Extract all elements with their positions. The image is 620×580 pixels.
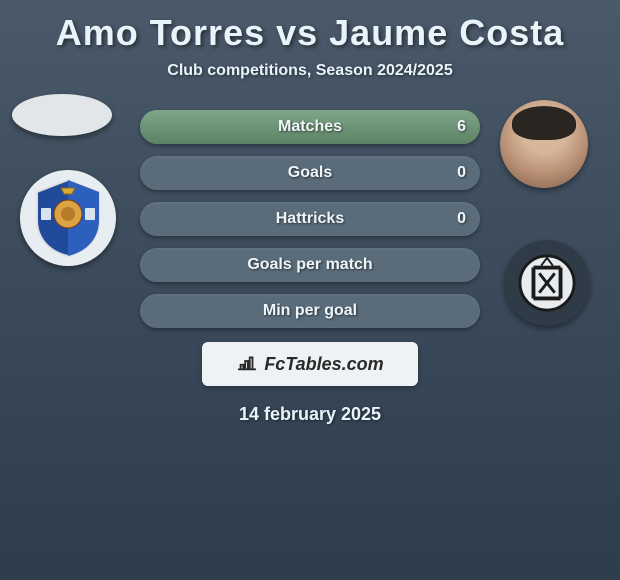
chart-icon — [236, 351, 258, 378]
player1-avatar — [12, 94, 112, 136]
brand-text: FcTables.com — [264, 354, 383, 375]
stat-label: Matches — [278, 118, 342, 136]
stat-row-min-per-goal: Min per goal — [140, 294, 480, 328]
stat-label: Min per goal — [263, 302, 357, 320]
stat-right-value: 0 — [457, 202, 466, 236]
page-title: Amo Torres vs Jaume Costa — [0, 0, 620, 54]
stat-label: Hattricks — [276, 210, 344, 228]
stat-label: Goals — [288, 164, 332, 182]
stat-rows: Matches 6 Goals 0 Hattricks 0 Goals per … — [140, 110, 480, 328]
stat-right-value: 0 — [457, 156, 466, 190]
branding-badge: FcTables.com — [202, 342, 418, 386]
stat-row-goals: Goals 0 — [140, 156, 480, 190]
stat-label: Goals per match — [247, 256, 372, 274]
stat-row-hattricks: Hattricks 0 — [140, 202, 480, 236]
player1-club-crest — [20, 170, 116, 266]
player2-avatar — [500, 100, 588, 188]
comparison-panel: Matches 6 Goals 0 Hattricks 0 Goals per … — [0, 110, 620, 425]
subtitle: Club competitions, Season 2024/2025 — [0, 62, 620, 80]
stat-row-matches: Matches 6 — [140, 110, 480, 144]
stat-row-goals-per-match: Goals per match — [140, 248, 480, 282]
stat-right-value: 6 — [457, 110, 466, 144]
player2-club-crest — [504, 240, 590, 326]
date-label: 14 february 2025 — [0, 404, 620, 425]
